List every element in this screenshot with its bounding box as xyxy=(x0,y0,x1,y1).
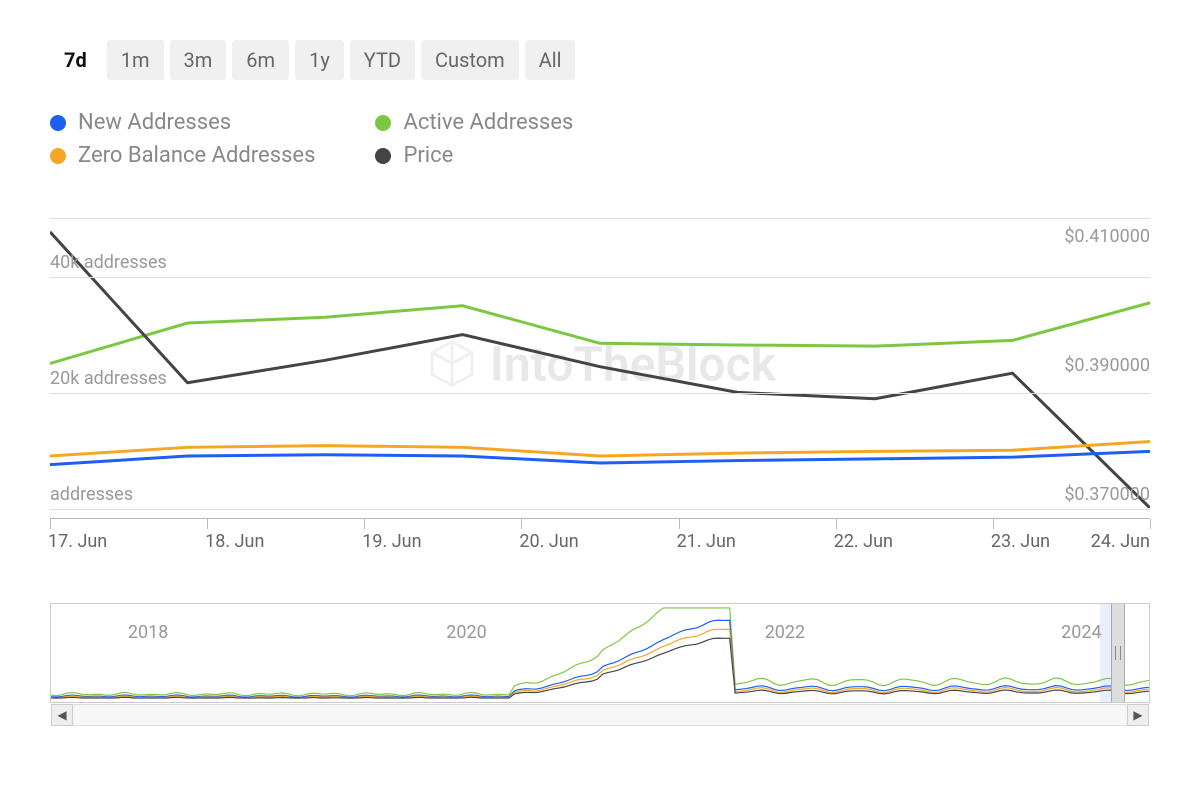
legend-dot xyxy=(50,148,66,164)
time-tab-ytd[interactable]: YTD xyxy=(350,40,415,80)
main-chart[interactable]: IntoTheBlock 40k addresses$0.41000020k a… xyxy=(50,218,1150,508)
legend-label: Active Addresses xyxy=(403,110,573,135)
legend-item[interactable]: Active Addresses xyxy=(375,110,573,135)
x-tick xyxy=(1150,519,1151,529)
mini-year-label: 2018 xyxy=(128,622,168,643)
chart-legend: New Addresses Active Addresses Zero Balanc… xyxy=(50,110,573,168)
y-left-label: addresses xyxy=(50,484,133,509)
gridline xyxy=(50,509,1150,510)
legend-label: New Addresses xyxy=(78,110,231,135)
legend-dot xyxy=(375,148,391,164)
time-tab-custom[interactable]: Custom xyxy=(421,40,519,80)
legend-label: Zero Balance Addresses xyxy=(78,143,315,168)
x-axis-label: 22. Jun xyxy=(834,531,893,552)
legend-item[interactable]: Zero Balance Addresses xyxy=(50,143,315,168)
time-tab-1y[interactable]: 1y xyxy=(295,40,344,80)
time-tab-6m[interactable]: 6m xyxy=(232,40,289,80)
y-right-label: $0.370000 xyxy=(1064,484,1150,509)
x-axis-label: 18. Jun xyxy=(205,531,264,552)
y-right-label: $0.390000 xyxy=(1064,355,1150,380)
y-left-label: 40k addresses xyxy=(50,252,167,277)
range-handle[interactable] xyxy=(1111,604,1125,702)
x-axis: 17. Jun 18. Jun 19. Jun 20. Jun 21. Jun 22. J… xyxy=(50,518,1150,558)
legend-dot xyxy=(50,115,66,131)
y-right-label: $0.410000 xyxy=(1064,226,1150,251)
legend-item[interactable]: New Addresses xyxy=(50,110,315,135)
scroll-left-button[interactable]: ◀ xyxy=(51,704,73,726)
x-axis-label: 19. Jun xyxy=(362,531,421,552)
x-tick xyxy=(364,519,365,529)
x-axis-label: 24. Jun xyxy=(1091,531,1150,552)
time-tab-7d[interactable]: 7d xyxy=(50,40,101,80)
x-axis-label: 17. Jun xyxy=(48,531,107,552)
x-axis-label: 20. Jun xyxy=(519,531,578,552)
scroll-right-button[interactable]: ▶ xyxy=(1127,704,1149,726)
gridline xyxy=(50,393,1150,394)
legend-dot xyxy=(375,115,391,131)
time-tab-3m[interactable]: 3m xyxy=(170,40,227,80)
x-tick xyxy=(836,519,837,529)
legend-label: Price xyxy=(403,143,453,168)
time-tab-all[interactable]: All xyxy=(525,40,576,80)
time-range-tabs: 7d1m3m6m1yYTDCustomAll xyxy=(50,40,1150,80)
gridline xyxy=(50,277,1150,278)
mini-year-label: 2022 xyxy=(765,622,805,643)
mini-year-label: 2020 xyxy=(446,622,486,643)
x-axis-label: 21. Jun xyxy=(677,531,736,552)
legend-item[interactable]: Price xyxy=(375,143,573,168)
range-navigator[interactable]: ◀ ▶ 2018202020222024 xyxy=(50,603,1150,703)
x-tick xyxy=(993,519,994,529)
chart-lines xyxy=(50,219,1150,508)
x-tick xyxy=(207,519,208,529)
mini-year-label: 2024 xyxy=(1061,622,1101,643)
x-axis-label: 23. Jun xyxy=(991,531,1050,552)
mini-chart-lines xyxy=(51,604,1149,702)
time-tab-1m[interactable]: 1m xyxy=(107,40,164,80)
x-tick xyxy=(679,519,680,529)
scroll-track xyxy=(73,704,1127,726)
y-left-label: 20k addresses xyxy=(50,368,167,393)
x-tick xyxy=(50,519,51,529)
x-tick xyxy=(521,519,522,529)
